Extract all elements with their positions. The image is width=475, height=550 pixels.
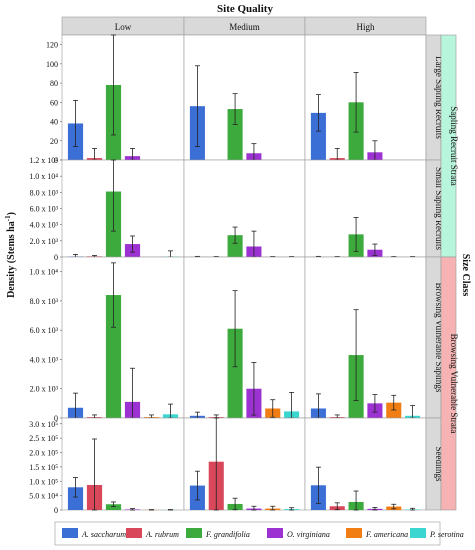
y-axis-title-superscript: -1 [4,215,12,221]
bar [227,235,243,257]
row-strip-label: Large Sapling Recruits [434,56,444,139]
panel-frame [183,256,306,419]
y-tick-label: 1.0 x 10⁴ [29,268,58,277]
y-tick-label: 1.0 x 10⁵ [29,477,58,486]
y-tick-label: 80 [50,79,58,88]
panel-frame [61,256,185,419]
legend-swatch [126,528,142,538]
y-tick-label: 40 [50,118,58,127]
y-tick-label: 20 [50,137,58,146]
legend-swatch [62,528,78,538]
chart-title: Site Quality [217,3,273,15]
bar [227,328,243,418]
panel-frame [304,159,427,258]
panel-frame [61,159,185,258]
legend-label: F. grandifolia [205,530,250,539]
y-tick-label: 8.0 x 10³ [30,297,59,306]
row-strip-label: Browsing Vulnerable Saplings [434,283,444,393]
legend-swatch [267,528,283,538]
legend-box [54,521,441,546]
y-tick-label: 2.5 x 10⁵ [29,434,58,443]
y-axis-title: Density (Stems ha-1) [4,212,17,298]
y-tick-label: 1.0 x 10⁴ [29,172,58,181]
y-tick-label: 8.0 x 10³ [30,188,59,197]
strata-label: Sapling Recruit Strata [449,106,459,185]
y-tick-label: 3.0 x 10⁵ [29,420,58,429]
panel-frame [304,256,427,419]
legend-swatch [346,528,362,538]
y-tick-label: 1.5 x 10⁵ [29,463,58,472]
y-tick-label: 100 [46,60,58,69]
row-strip-label: Seedlings [434,447,444,482]
y-tick-label: 0 [54,506,58,515]
legend-swatch [410,528,426,538]
legend-label: A. saccharum [81,530,126,539]
y-tick-label: 6.0 x 10³ [30,326,59,335]
strata-strip [440,256,457,511]
strata-label: Browsing Vulnerable Strata [449,334,459,434]
column-header-label: High [357,22,376,32]
y-tick-label: 6.0 x 10³ [30,205,59,214]
y-tick-label: 60 [50,98,58,107]
legend-label: F. americana [365,530,408,539]
y-tick-label: 0 [54,253,58,262]
y-tick-label: 0 [54,414,58,423]
column-header-label: Low [115,22,132,32]
bar [105,504,122,510]
legend-label: A. rubrum [145,530,179,539]
panel-grid: 0 20 40 60 80 100 120 0 2.0 x 10³ 4.0 x 10³ 6.0 x … [29,34,427,515]
bar [227,109,243,160]
legend: A. saccharum A. rubrum F. grandifolia O. vi… [54,521,464,546]
bar [67,487,84,510]
row-strip-label: Small Sapling Recruits [434,167,444,250]
y-tick-label: 2.0 x 10³ [30,237,59,246]
y-tick-label: 2.0 x 10⁵ [29,449,58,458]
panel-frame [183,159,306,258]
legend-swatch [186,528,202,538]
strata-strips: Sapling Recruit Strata Browsing Vulnerabl… [440,34,459,511]
size-class-label: Size Class [460,254,471,297]
legend-label: P. serotina [429,530,464,539]
y-tick-label: 4.0 x 10³ [30,221,59,230]
column-headers: Low Medium High [61,16,427,36]
y-axis-title-close: ) [6,212,17,215]
y-tick-label: 1.2 x 10⁴ [29,156,58,165]
legend-label: O. virginiana [287,530,330,539]
y-axis-title-main: Density (Stems ha [6,221,17,298]
y-tick-label: 0 [54,156,58,165]
y-tick-label: 5.0 x 10⁴ [29,492,58,501]
column-header-label: Medium [229,22,260,32]
y-tick-label: 120 [46,41,58,50]
bar [310,112,326,160]
y-tick-label: 4.0 x 10³ [30,355,59,364]
y-tick-label: 2.0 x 10³ [30,385,59,394]
bar [105,295,122,418]
row-strips: Large Sapling Recruits Small Sapling Recr… [425,34,444,511]
